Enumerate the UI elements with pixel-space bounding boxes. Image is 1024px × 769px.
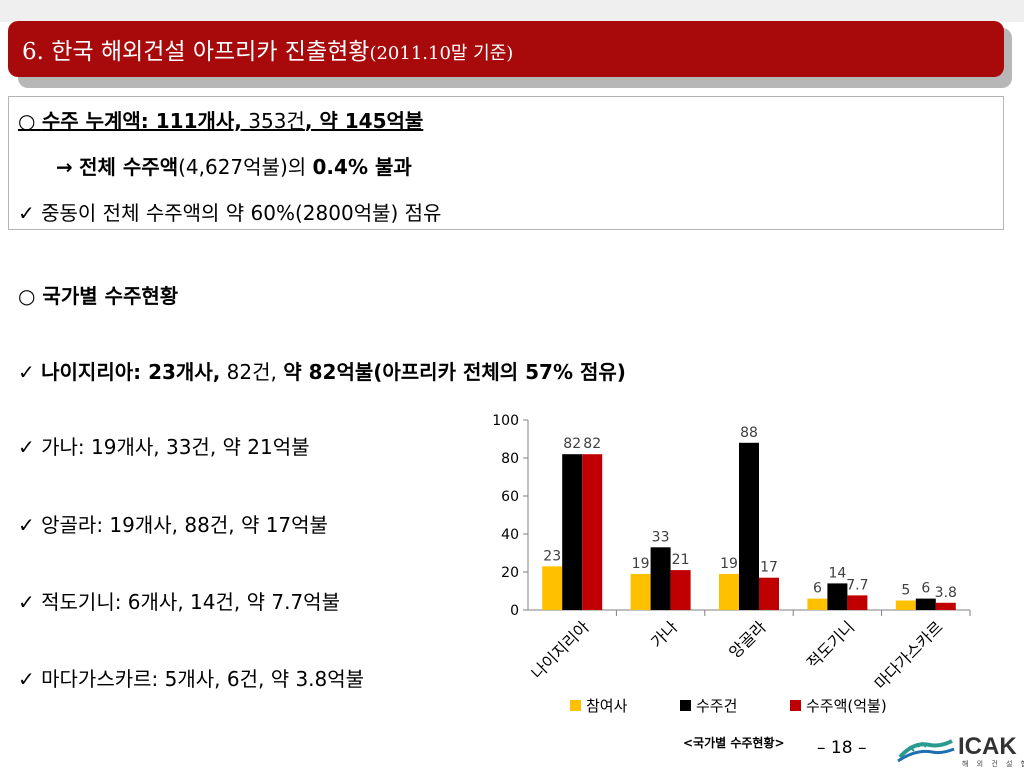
data-label: 21 <box>672 552 690 568</box>
data-label: 23 <box>543 548 561 564</box>
bar <box>807 598 828 610</box>
bar <box>895 600 916 610</box>
data-label: 19 <box>632 556 650 572</box>
bar <box>935 602 956 610</box>
data-label: 33 <box>652 529 670 545</box>
bar <box>542 566 563 610</box>
bar <box>739 442 759 610</box>
bar <box>759 577 779 610</box>
data-label: 82 <box>563 436 581 452</box>
section-heading-text: 국가별 수주현황 <box>42 284 179 308</box>
country-eqguinea: ✓ 적도기니: 6개사, 14건, 약 7.7억불 <box>18 590 340 614</box>
summary-amount: , 약 145억불 <box>304 109 424 133</box>
nigeria-contracts: 82건, <box>220 360 284 384</box>
country-angola: ✓ 앙골라: 19개사, 88건, 약 17억불 <box>18 513 328 537</box>
summary-total-amount: (4,627억불)의 <box>178 155 313 179</box>
data-label: 7.7 <box>846 577 868 593</box>
circle-bullet: ○ <box>18 109 36 133</box>
data-label: 88 <box>740 425 758 441</box>
data-label: 6 <box>921 581 930 597</box>
summary-box <box>8 96 1004 230</box>
data-label: 6 <box>813 581 822 597</box>
data-label: 17 <box>760 560 778 576</box>
check-icon: ✓ <box>18 360 35 384</box>
bar <box>719 573 739 610</box>
y-tick-label: 60 <box>501 489 519 505</box>
data-label: 14 <box>828 565 846 581</box>
bar <box>915 598 936 610</box>
x-tick-label: 앙골라 <box>725 617 770 662</box>
data-label: 3.8 <box>935 585 957 601</box>
summary-total-label: 전체 수주액 <box>79 155 179 179</box>
country-nigeria: ✓ 나이지리아: 23개사, 82건, 약 82억불(아프리카 전체의 57% … <box>18 356 626 385</box>
bar <box>582 454 603 610</box>
icak-logo-icon <box>897 739 955 763</box>
x-tick-label: 나이지리아 <box>528 617 594 683</box>
top-band <box>0 0 1024 22</box>
bar <box>827 583 848 610</box>
summary-share: 0.4% 불과 <box>312 155 412 179</box>
x-tick-label: 가나 <box>647 617 681 651</box>
logo-text: ICAK <box>958 733 1017 760</box>
summary-line-3: ✓ 중동이 전체 수주액의 약 60%(2800억불) 점유 <box>18 201 442 225</box>
y-tick-label: 100 <box>492 413 519 429</box>
logo-subtext: 해 외 건 설 협 회 <box>962 760 1024 768</box>
summary-line-1: ○ 수주 누계액: 111개사, 353건, 약 145억불 <box>18 105 423 134</box>
page-title: 6. 한국 해외건설 아프리카 진출현황(2011.10말 기준) <box>22 32 513 66</box>
country-madagascar: ✓ 마다가스카르: 5개사, 6건, 약 3.8억불 <box>18 667 365 691</box>
legend-swatch <box>680 700 691 711</box>
bar <box>650 547 671 610</box>
y-tick-label: 80 <box>501 451 519 467</box>
legend-label: 수주액(억불) <box>806 697 887 715</box>
bar <box>630 573 651 610</box>
y-tick-label: 40 <box>501 527 519 543</box>
data-label: 19 <box>720 556 738 572</box>
title-paren: (2011.10말 기준) <box>369 43 514 64</box>
nigeria-firms: 나이지리아: 23개사, <box>41 360 221 384</box>
y-tick-label: 20 <box>501 565 519 581</box>
arrow-icon: → <box>56 155 73 179</box>
summary-total: 수주 누계액: 111개사, <box>41 109 242 133</box>
icak-logo: ICAK 해 외 건 설 협 회 <box>896 733 1024 768</box>
title-bar: 6. 한국 해외건설 아프리카 진출현황(2011.10말 기준) <box>8 21 1004 77</box>
data-label: 5 <box>901 583 910 599</box>
country-ghana: ✓ 가나: 19개사, 33건, 약 21억불 <box>18 435 310 459</box>
bar <box>562 454 583 610</box>
legend-label: 수주건 <box>696 697 737 715</box>
y-tick-label: 0 <box>510 603 519 619</box>
x-tick-label: 적도기니 <box>803 617 858 672</box>
section-heading: ○ 국가별 수주현황 <box>18 280 178 309</box>
x-tick-label: 마다가스카르 <box>871 617 947 693</box>
title-main: 6. 한국 해외건설 아프리카 진출현황 <box>22 39 370 65</box>
circle-bullet: ○ <box>18 284 36 308</box>
legend-label: 참여사 <box>586 697 628 715</box>
summary-count: 353건 <box>241 109 305 133</box>
page-number: – 18 – <box>817 738 867 758</box>
legend-swatch <box>790 700 801 711</box>
summary-line-2: → 전체 수주액(4,627억불)의 0.4% 불과 <box>56 151 412 180</box>
nigeria-amount: 약 82억불(아프리카 전체의 57% 점유) <box>283 360 626 384</box>
legend-swatch <box>570 700 581 711</box>
chart-caption: <국가별 수주현황> <box>683 736 785 750</box>
bar <box>670 570 691 610</box>
bar <box>847 595 868 610</box>
data-label: 82 <box>583 436 601 452</box>
